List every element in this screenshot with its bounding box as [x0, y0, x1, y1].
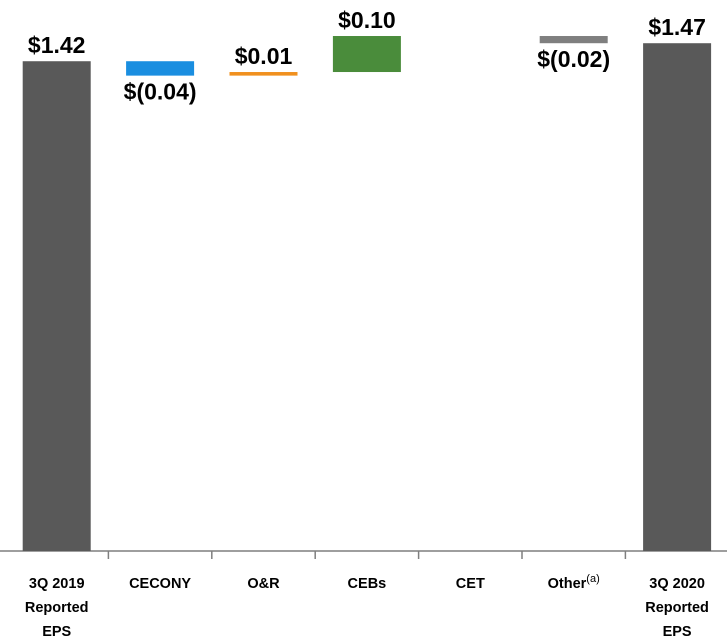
x-tick-label: EPS: [663, 624, 692, 640]
x-tick-label-text: Other: [548, 576, 587, 592]
value-label: $0.10: [338, 7, 396, 33]
x-tick-label: Other(a): [548, 573, 600, 592]
bar: [126, 61, 195, 76]
bar: [332, 36, 401, 73]
bar: [539, 36, 608, 44]
value-label: $1.42: [28, 32, 86, 58]
x-tick-label: O&R: [247, 576, 280, 592]
x-tick-label: Reported: [645, 600, 709, 616]
bar: [229, 72, 298, 76]
x-tick-label: CEBs: [348, 576, 387, 592]
value-label: $0.01: [235, 43, 293, 69]
x-tick-label-superscript: (a): [586, 573, 599, 585]
bar: [22, 61, 91, 551]
x-tick-label: 3Q 2020: [649, 576, 705, 592]
value-label: $(0.02): [537, 46, 610, 72]
value-label: $(0.04): [124, 79, 197, 105]
bar: [643, 43, 712, 551]
x-tick-label: EPS: [42, 624, 71, 640]
x-tick-label: CECONY: [129, 576, 191, 592]
x-tick-label: CET: [456, 576, 485, 592]
x-tick-label: 3Q 2019: [29, 576, 85, 592]
value-label: $1.47: [648, 14, 706, 40]
x-tick-label: Reported: [25, 600, 89, 616]
